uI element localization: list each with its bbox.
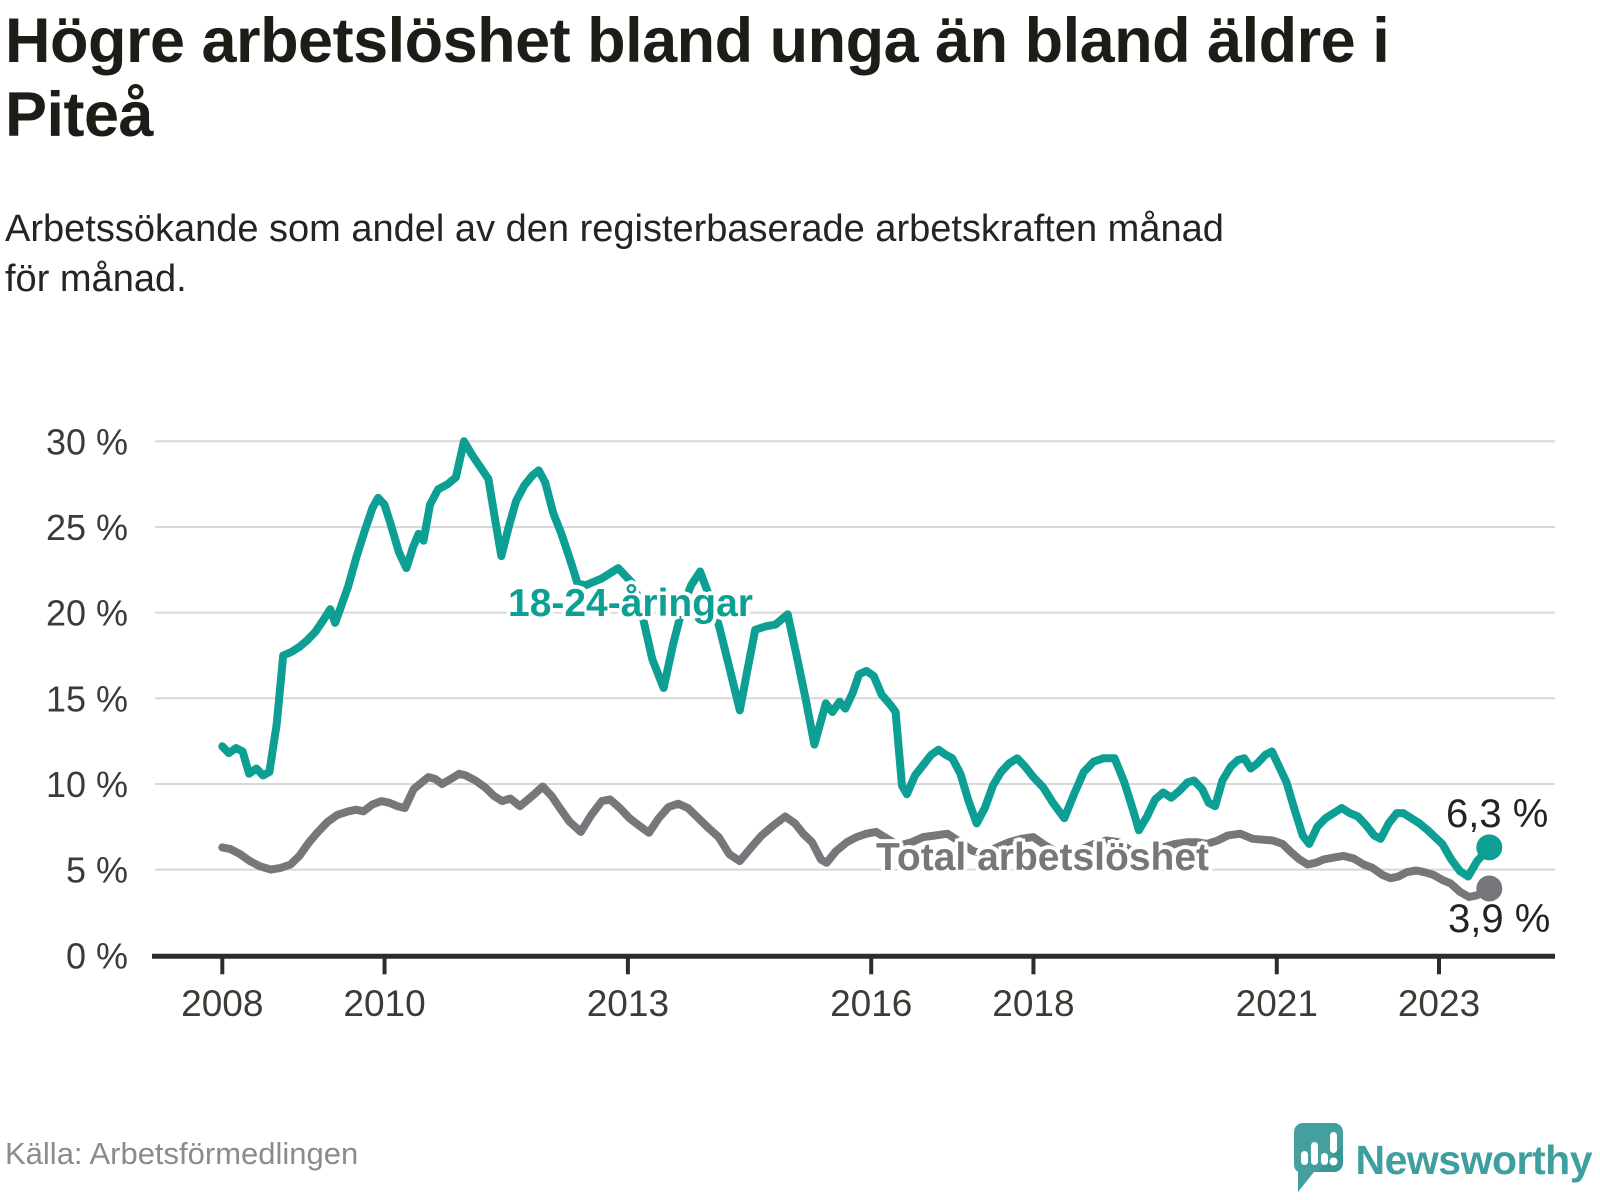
y-tick-label: 25 % xyxy=(46,507,128,548)
y-tick-label: 10 % xyxy=(46,764,128,805)
series-label-youth: 18-24-åringar xyxy=(508,582,753,625)
x-tick-label: 2010 xyxy=(343,983,425,1024)
newsworthy-wordmark: Newsworthy xyxy=(1355,1137,1593,1183)
page-title-line-1: Högre arbetslöshet bland unga än bland ä… xyxy=(5,6,1390,76)
series-label-total: Total arbetslöshet xyxy=(876,836,1210,879)
y-tick-label: 30 % xyxy=(46,421,128,462)
x-tick-label: 2013 xyxy=(587,983,669,1024)
y-tick-label: 15 % xyxy=(46,678,128,719)
page-title-line-2: Piteå xyxy=(5,80,154,150)
end-value-label-youth: 6,3 % xyxy=(1446,792,1549,836)
x-tick-label: 2016 xyxy=(830,983,912,1024)
chart-subtitle-line-1: Arbetssökande som andel av den registerb… xyxy=(5,208,1224,250)
page-title: Högre arbetslöshet bland unga än bland ä… xyxy=(5,4,1575,152)
source-note: Källa: Arbetsförmedlingen xyxy=(5,1136,359,1171)
y-tick-label: 0 % xyxy=(66,935,128,976)
x-tick-label: 2018 xyxy=(992,983,1074,1024)
newsworthy-logo: Newsworthy xyxy=(1288,1120,1593,1196)
y-tick-label: 20 % xyxy=(46,593,128,634)
series-line-youth xyxy=(218,437,1494,881)
chart-subtitle: Arbetssökande som andel av den registerb… xyxy=(5,204,1575,304)
series-line-total xyxy=(218,769,1494,901)
series-end-dot-total xyxy=(1476,875,1503,902)
series-end-dot-youth xyxy=(1476,834,1503,861)
x-tick-label: 2021 xyxy=(1236,983,1318,1024)
x-tick-label: 2023 xyxy=(1398,983,1480,1024)
newsworthy-bubble-chart-icon xyxy=(1293,1123,1343,1192)
y-tick-label: 5 % xyxy=(66,850,128,891)
chart-subtitle-line-2: för månad. xyxy=(5,258,187,300)
end-value-label-total: 3,9 % xyxy=(1448,897,1551,941)
x-tick-label: 2008 xyxy=(181,983,263,1024)
